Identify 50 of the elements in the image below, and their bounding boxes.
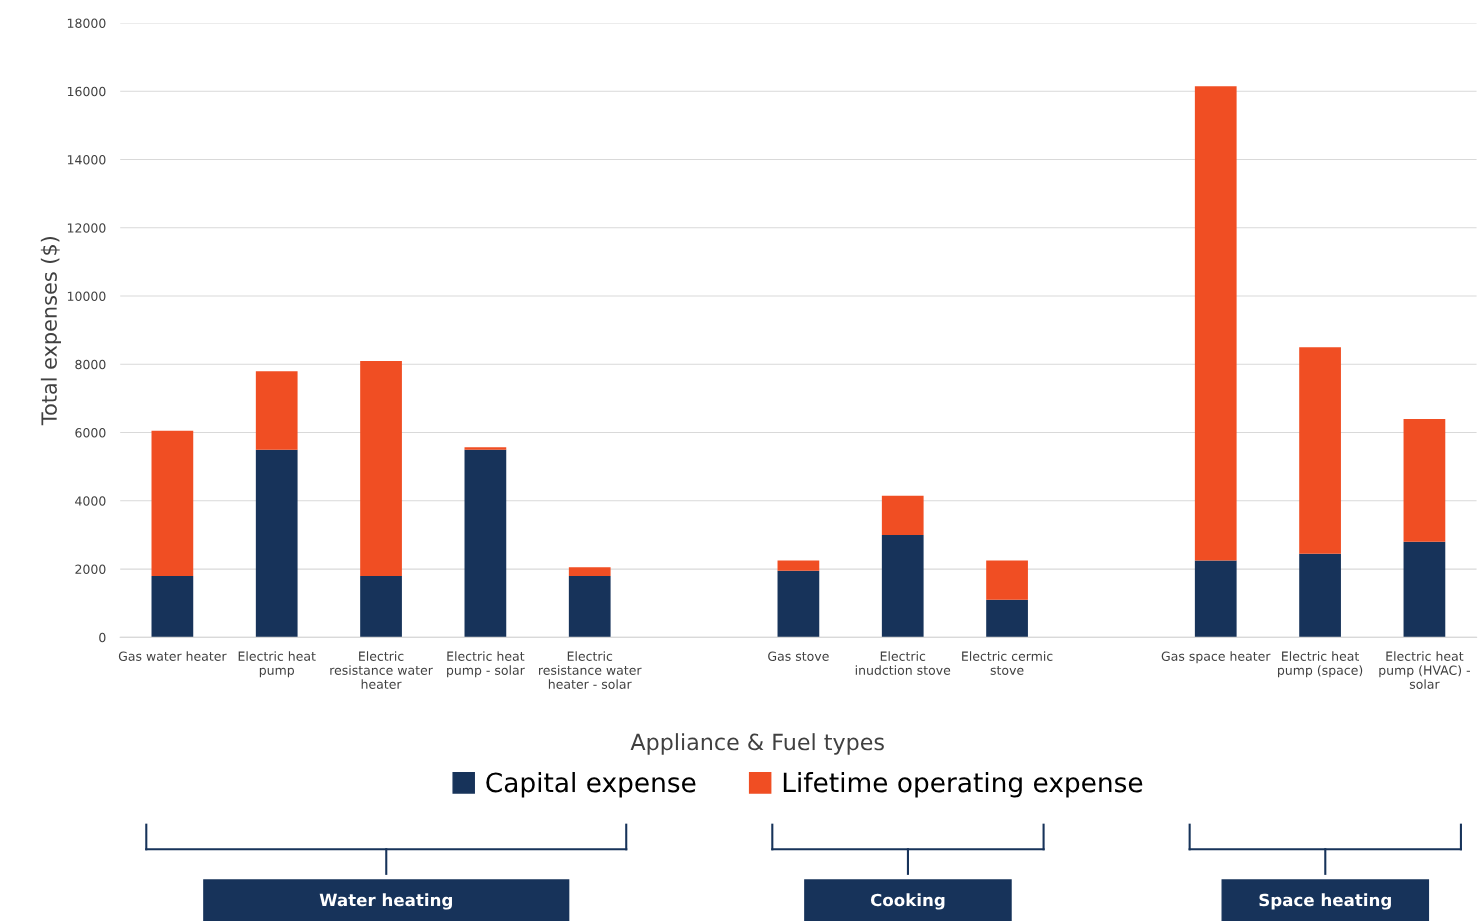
bar — [777, 560, 820, 571]
y-tick-label: 12000 — [67, 223, 106, 233]
x-tick-label: Gas stove — [768, 651, 829, 661]
bar — [464, 449, 507, 638]
x-tick-label: Electric resistance water heater - solar — [539, 651, 642, 689]
bar — [464, 447, 507, 450]
y-tick-label: 0 — [99, 632, 106, 643]
y-tick-label: 18000 — [67, 18, 106, 28]
bar — [568, 575, 611, 638]
text: Water heating — [319, 893, 452, 910]
bar — [881, 495, 924, 535]
x-axis-title: Appliance & Fuel types — [630, 733, 884, 755]
x-tick-label: Electric heat pump - solar — [447, 651, 525, 678]
y-axis-title: Total expenses ($) — [40, 236, 61, 426]
bar — [255, 449, 298, 638]
y-tick-label: 4000 — [75, 496, 106, 506]
x-tick-label: Electric heat pump (HVAC) - solar — [1379, 651, 1470, 689]
legend-label: Lifetime operating expense — [783, 772, 1143, 798]
x-tick-label: Electric heat pump — [238, 651, 316, 678]
x-tick-label: Electric heat pump (space) — [1278, 651, 1363, 678]
y-tick-label: 10000 — [67, 291, 106, 301]
x-tick-label: Electric cermic stove — [962, 651, 1053, 675]
bar — [1194, 560, 1237, 638]
bar — [255, 371, 298, 450]
bar — [360, 360, 402, 576]
x-tick-label: Electric resistance water heater — [330, 651, 433, 689]
bar — [1194, 86, 1237, 561]
bar — [1299, 553, 1341, 638]
bar — [1403, 541, 1446, 638]
bar — [1299, 347, 1341, 554]
bar — [1403, 418, 1446, 542]
bar — [777, 570, 820, 638]
bar — [151, 430, 194, 576]
bar — [151, 575, 194, 638]
bar — [881, 534, 924, 638]
x-tick-label: Gas space heater — [1161, 651, 1271, 664]
y-tick-label: 8000 — [75, 359, 106, 370]
y-tick-label: 14000 — [67, 155, 106, 165]
text: Cooking — [870, 893, 945, 910]
bar — [568, 567, 611, 576]
x-tick-label: Gas water heater — [118, 651, 227, 661]
bar — [986, 599, 1028, 638]
bar — [986, 560, 1028, 600]
legend-label: Capital expense — [486, 772, 696, 798]
y-tick-label: 6000 — [75, 428, 106, 438]
text: Space heating — [1259, 893, 1391, 910]
bar — [360, 575, 402, 638]
y-tick-label: 2000 — [75, 564, 106, 574]
y-tick-label: 16000 — [67, 86, 106, 97]
x-tick-label: Electric inudction stove — [855, 651, 951, 675]
